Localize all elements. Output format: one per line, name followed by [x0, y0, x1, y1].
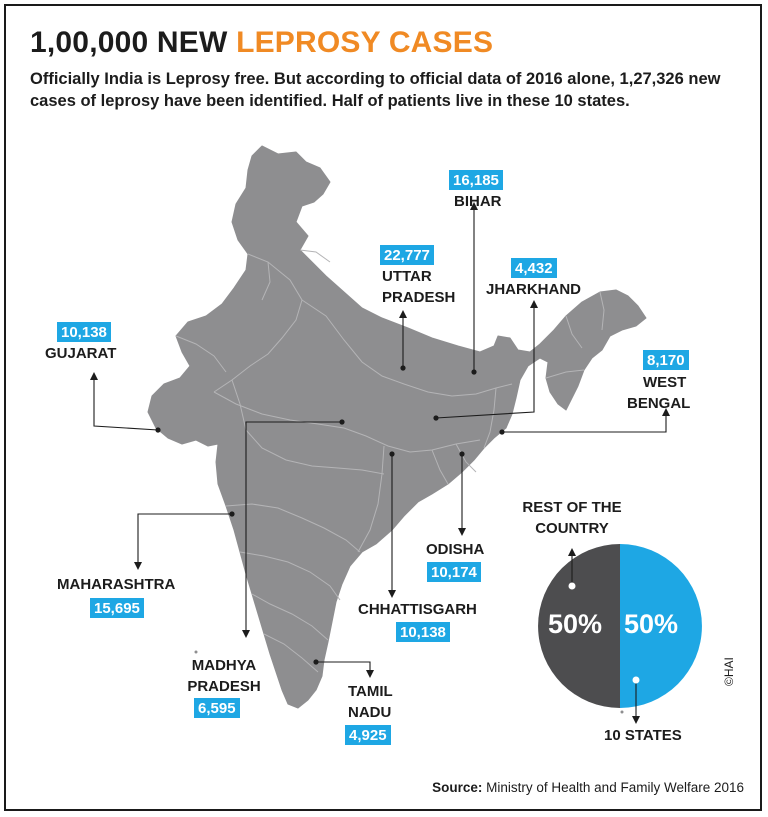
- pie-rest-value: 50%: [548, 609, 603, 639]
- pie-chart: [538, 544, 702, 708]
- leader-arrowheads: [90, 202, 670, 724]
- pie-slice-10-states: [620, 544, 702, 708]
- chhattisgarh-label: CHHATTISGARH: [358, 601, 477, 618]
- maharashtra-label: MAHARASHTRA: [57, 576, 176, 593]
- infographic-frame: [4, 4, 762, 811]
- odisha-cases: 10,174: [427, 562, 481, 582]
- chhattisgarh-cases: 10,138: [396, 622, 450, 642]
- pie-rest-label-line2: COUNTRY: [535, 520, 609, 537]
- bihar-cases: 16,185: [449, 170, 503, 190]
- odisha-label: ODISHA: [426, 541, 485, 558]
- pie-slice-rest: [538, 544, 620, 708]
- tamil-nadu-cases: 4,925: [345, 725, 391, 745]
- uttar-pradesh-label-line1: UTTAR: [382, 268, 432, 285]
- west-bengal-label-line1: WEST: [643, 374, 687, 391]
- source-line: Source: Ministry of Health and Family We…: [432, 780, 744, 795]
- madhya-pradesh-label-line2: PRADESH: [187, 678, 261, 695]
- leader-dots: [155, 365, 505, 665]
- title-prefix: 1,00,000 NEW: [30, 26, 228, 59]
- jharkhand-cases: 4,432: [511, 258, 557, 278]
- west-bengal-cases: 8,170: [643, 350, 689, 370]
- india-outline: [147, 145, 647, 709]
- source-text: Ministry of Health and Family Welfare 20…: [486, 780, 744, 795]
- subtitle: Officially India is Leprosy free. But ac…: [30, 70, 721, 110]
- pie-rest-label-line1: REST OF THE: [522, 499, 622, 516]
- gujarat-label: GUJARAT: [45, 345, 117, 362]
- gujarat-cases: 10,138: [57, 322, 111, 342]
- tamil-nadu-label-line2: NADU: [348, 704, 392, 721]
- west-bengal-label-line2: BENGAL: [627, 395, 691, 412]
- title-highlight: LEPROSY CASES: [236, 26, 494, 59]
- madhya-pradesh-label-line1: MADHYA: [191, 657, 257, 674]
- pie-states-value: 50%: [624, 609, 679, 639]
- madhya-pradesh-cases: 6,595: [194, 698, 240, 718]
- uttar-pradesh-cases: 22,777: [380, 245, 434, 265]
- tamil-nadu-label-line1: TAMIL: [348, 683, 393, 700]
- page-title: 1,00,000 NEW LEPROSY CASES: [30, 26, 493, 60]
- uttar-pradesh-label-line2: PRADESH: [382, 289, 456, 306]
- pie-leader-dots: [568, 582, 640, 684]
- pie-states-label: 10 STATES: [604, 727, 682, 744]
- credit-mark: ©HAI: [722, 657, 736, 686]
- source-label: Source:: [432, 780, 483, 795]
- leader-lines: [93, 206, 667, 720]
- jharkhand-label: JHARKHAND: [486, 281, 582, 298]
- maharashtra-cases: 15,695: [90, 598, 144, 618]
- bihar-label: BIHAR: [454, 193, 502, 210]
- state-borders: [175, 249, 605, 673]
